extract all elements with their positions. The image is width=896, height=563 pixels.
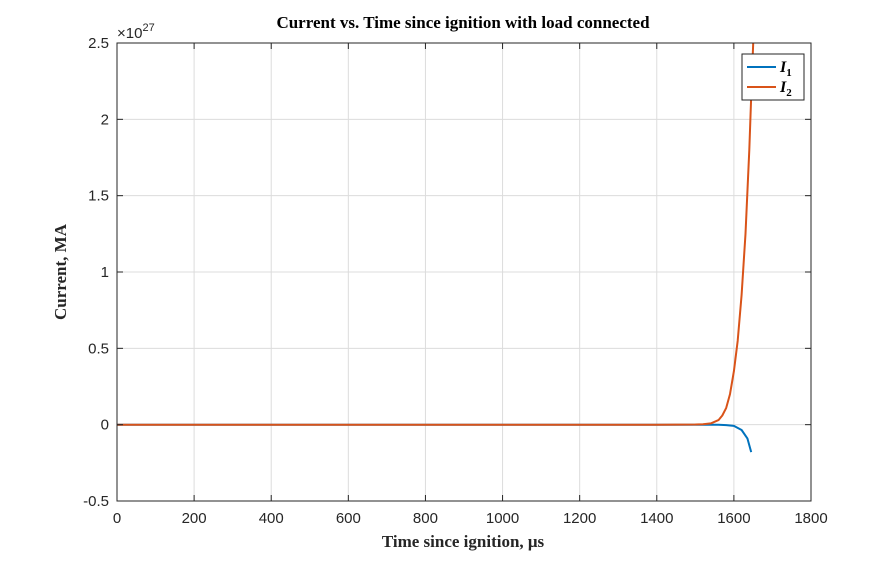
- x-tick-label: 1600: [717, 510, 750, 527]
- grid: [116, 42, 812, 502]
- y-tick-label: 0.5: [88, 340, 109, 357]
- y-tick-label: 1.5: [88, 188, 109, 205]
- y-tick-label: 2: [101, 111, 109, 128]
- x-tick-label: 1400: [640, 510, 673, 527]
- y-exponent-base: ×10: [117, 25, 142, 42]
- x-tick-label: 0: [113, 510, 121, 527]
- x-tick-label: 200: [182, 510, 207, 527]
- y-tick-label: 0: [101, 417, 109, 434]
- x-tick-label: 800: [413, 510, 438, 527]
- legend-label: I1: [779, 59, 792, 79]
- x-tick-label: 600: [336, 510, 361, 527]
- y-tick-label: 2.5: [88, 35, 109, 52]
- y-tick-label: 1: [101, 264, 109, 281]
- x-axis-title: Time since ignition, μs: [382, 532, 545, 551]
- chart-title: Current vs. Time since ignition with loa…: [276, 13, 650, 32]
- x-tick-label: 1200: [563, 510, 596, 527]
- y-exponent-power: 27: [142, 22, 154, 34]
- legend-label: I2: [779, 79, 792, 99]
- ticks: 0 200 400 600 800 1000 1200 1400 1600 1800-0.500.…: [83, 35, 828, 527]
- series-line-i2: [117, 42, 755, 426]
- x-tick-label: 1800: [794, 510, 827, 527]
- y-exponent-label: ×1027: [117, 22, 155, 42]
- series-layer: [117, 42, 755, 453]
- y-tick-label: -0.5: [83, 493, 109, 510]
- series-line-i1: [117, 423, 753, 453]
- x-tick-label: 1000: [486, 510, 519, 527]
- x-tick-label: 400: [259, 510, 284, 527]
- legend-box: [741, 53, 805, 101]
- y-axis-title: Current, MA: [51, 223, 70, 320]
